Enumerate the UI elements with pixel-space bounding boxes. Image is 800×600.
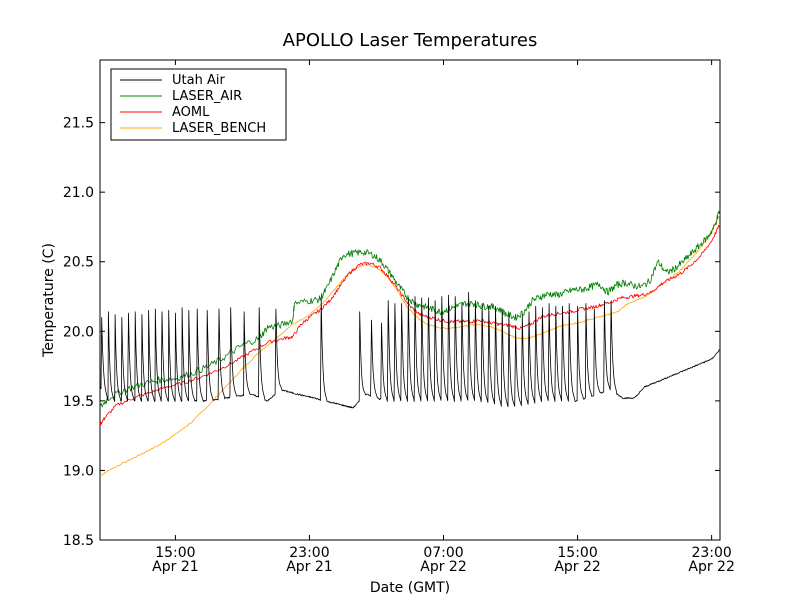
y-tick-label: 19.0 [63, 463, 94, 479]
y-tick-label: 20.0 [63, 324, 94, 340]
x-tick-date-label: Apr 21 [286, 559, 332, 575]
x-tick-time-label: 23:00 [691, 545, 731, 561]
y-axis-title: Temperature (C) [41, 243, 57, 358]
x-tick-time-label: 15:00 [557, 545, 597, 561]
x-tick-time-label: 07:00 [423, 545, 463, 561]
series-line-aoml [99, 224, 721, 426]
legend-label-laser-bench: LASER_BENCH [172, 121, 266, 136]
x-tick-date-label: Apr 22 [554, 559, 600, 575]
x-tick-time-label: 15:00 [155, 545, 195, 561]
x-axis-title: Date (GMT) [370, 580, 450, 596]
legend-label-utah-air: Utah Air [172, 73, 225, 88]
y-tick-label: 19.5 [63, 394, 94, 410]
series-line-laser-air [99, 208, 721, 408]
x-tick-time-label: 23:00 [289, 545, 329, 561]
y-tick-label: 21.0 [63, 185, 94, 201]
x-tick-date-label: Apr 22 [420, 559, 466, 575]
legend-label-laser-air: LASER_AIR [172, 89, 242, 104]
y-tick-label: 21.5 [63, 116, 94, 132]
x-tick-date-label: Apr 22 [688, 559, 734, 575]
y-tick-label: 18.5 [63, 533, 94, 549]
y-tick-label: 20.5 [63, 255, 94, 271]
series-line-utah-air [99, 291, 720, 409]
y-axis-ticks: 18.5 19.0 19.5 20.0 20.5 21.0 21.5 [63, 116, 720, 549]
legend-label-aoml: AOML [172, 105, 210, 120]
chart-title: APOLLO Laser Temperatures [283, 30, 538, 51]
series-line-laser-bench [99, 214, 721, 477]
series-layer [99, 208, 721, 477]
x-tick-date-label: Apr 21 [152, 559, 198, 575]
